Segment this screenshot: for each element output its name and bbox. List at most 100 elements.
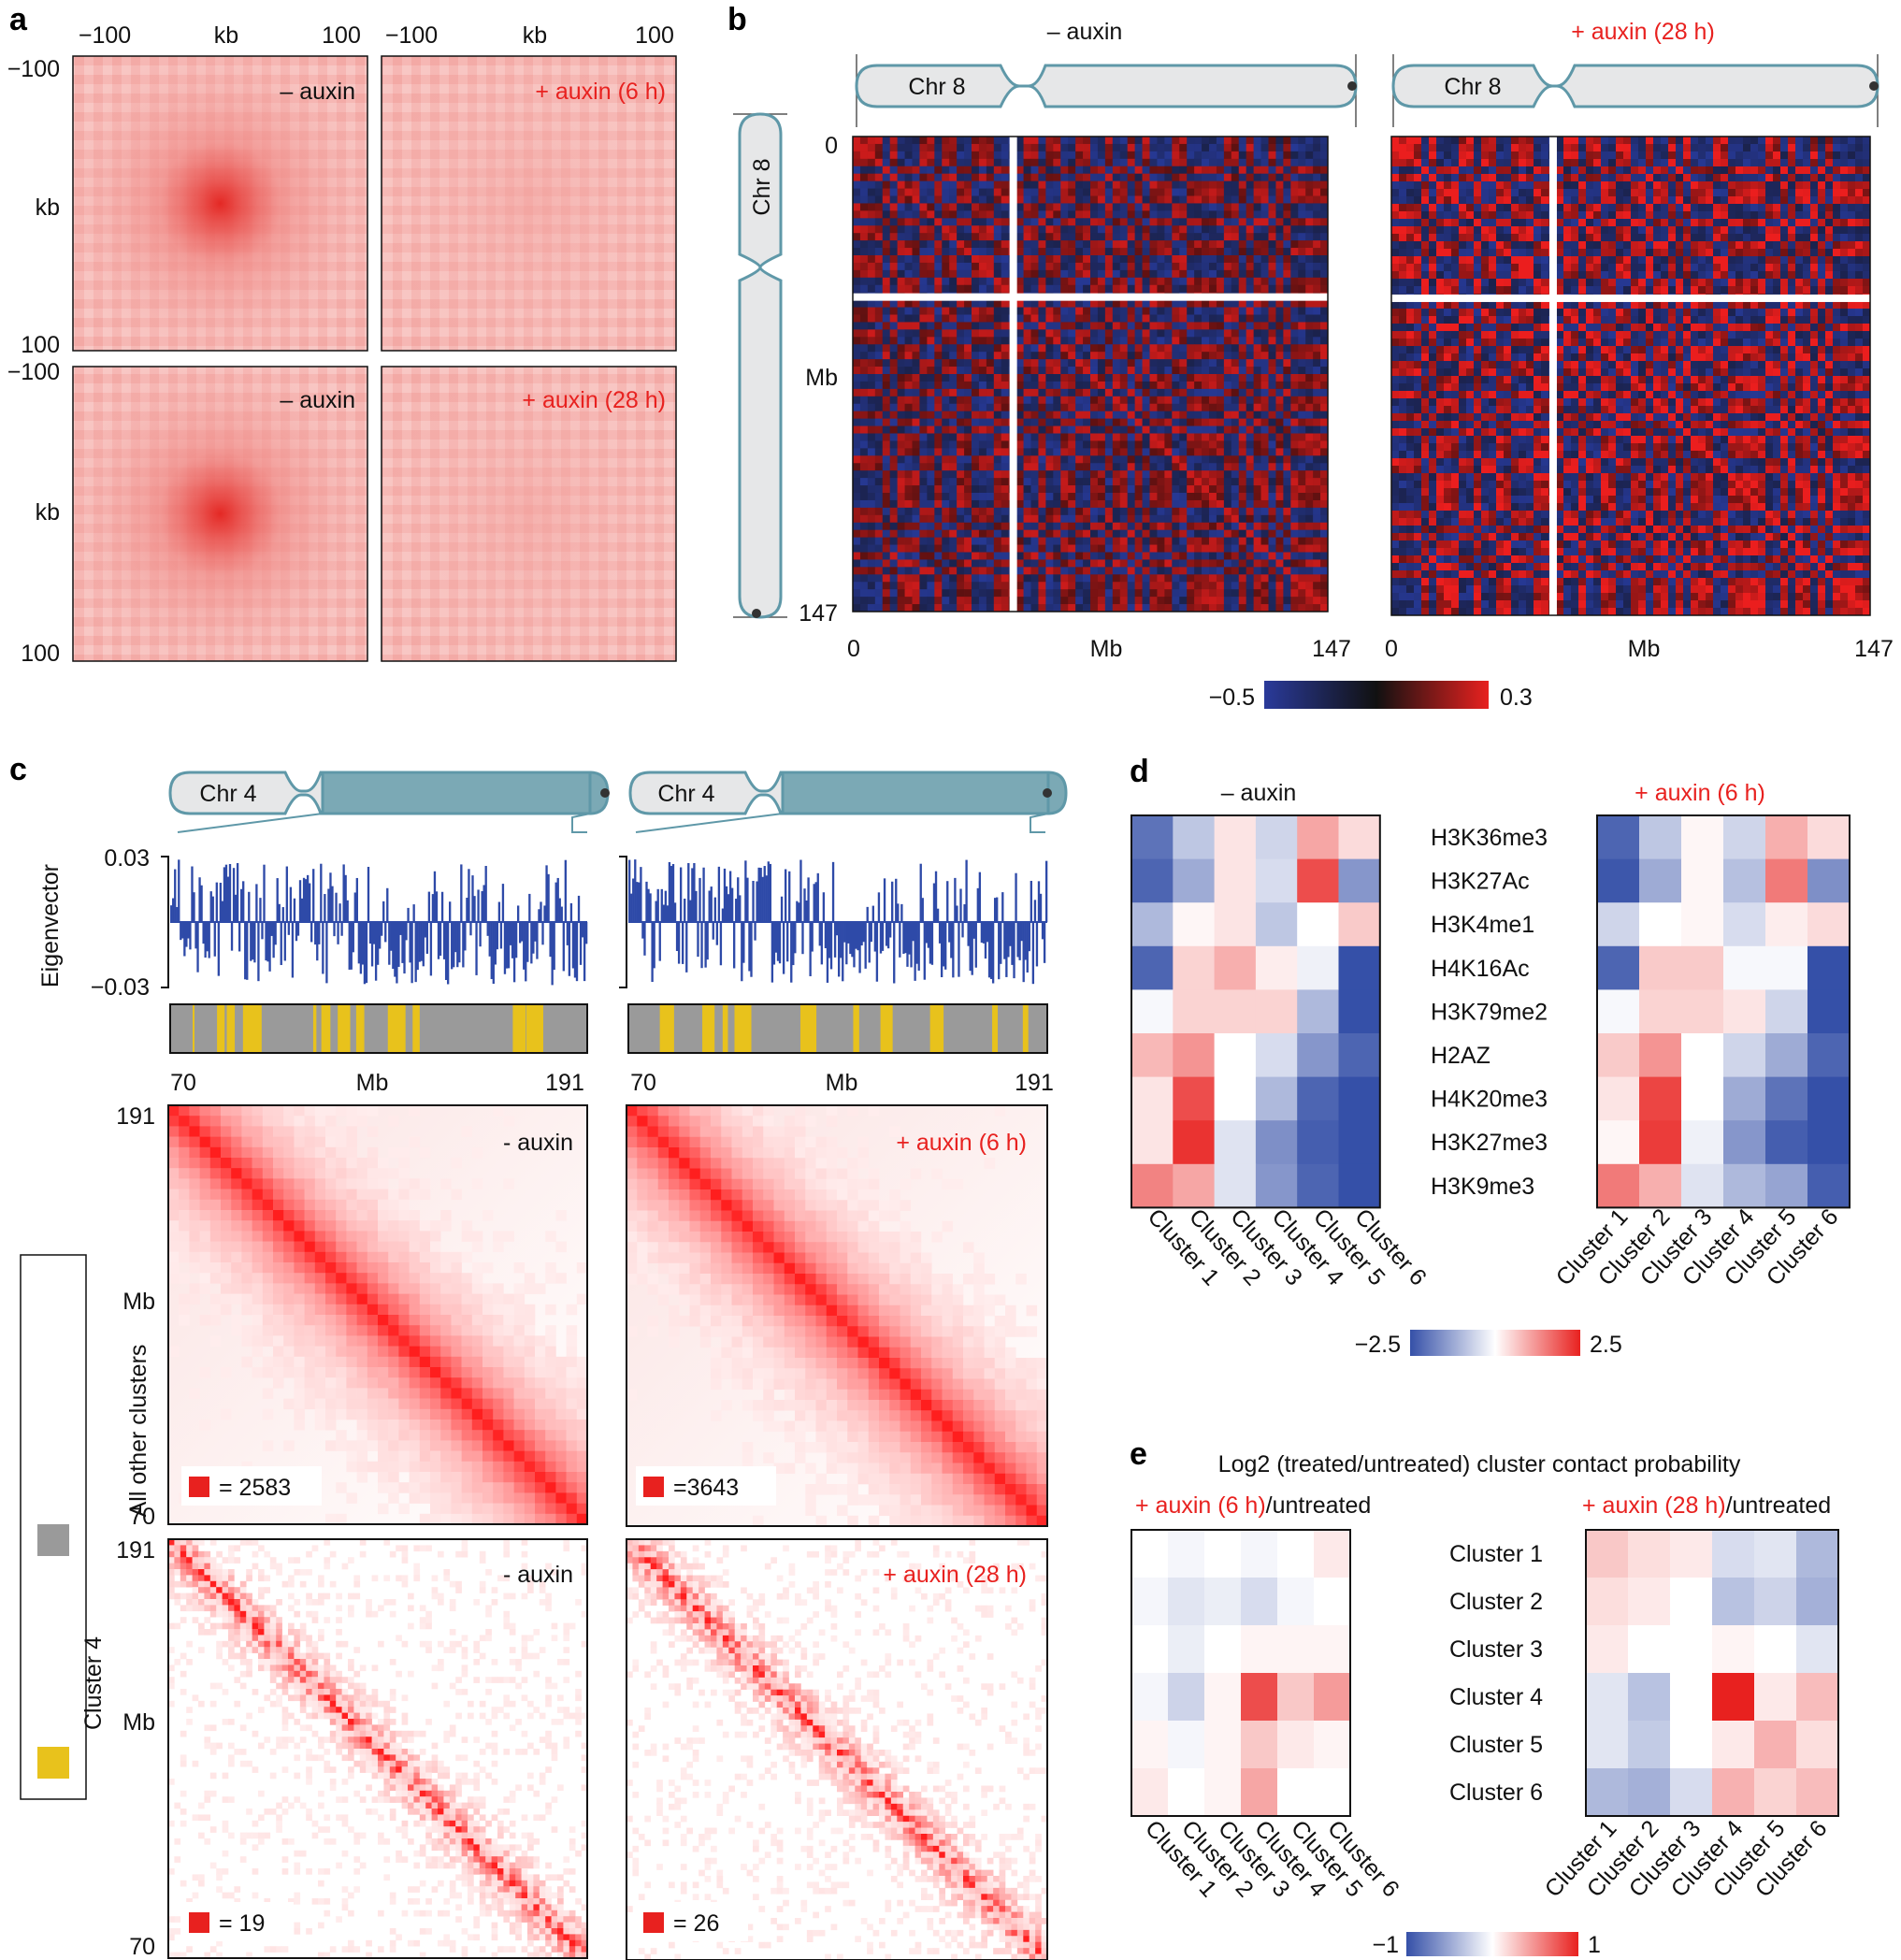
compartment-cell (1164, 240, 1173, 249)
compartment-cell (882, 269, 891, 279)
compartment-cell (1142, 507, 1150, 516)
compartment-cell (859, 151, 869, 160)
compartment-cell (1015, 166, 1024, 175)
compartment-cell (1164, 388, 1173, 397)
compartment-cell (1194, 470, 1203, 479)
compartment-cell (1119, 329, 1129, 338)
compartment-cell (1283, 522, 1291, 531)
compartment-cell (972, 367, 980, 375)
compartment-cell (867, 455, 876, 464)
compartment-cell (934, 240, 943, 249)
compartment-cell (972, 374, 980, 382)
compartment-cell (1083, 337, 1091, 345)
compartment-cell (1556, 234, 1564, 242)
compartment-cell (934, 299, 943, 308)
compartment-cell (1157, 322, 1165, 330)
compartment-cell (1283, 188, 1291, 196)
compartment-cell (1833, 174, 1841, 182)
compartment-cell (1511, 144, 1519, 152)
compartment-cell (1157, 381, 1165, 390)
compartment-cell (1075, 210, 1084, 219)
compartment-cell (1305, 188, 1314, 196)
compartment-cell (1015, 478, 1024, 486)
compartment-cell (934, 255, 943, 264)
compartment-cell (957, 485, 965, 494)
compartment-cell (1194, 597, 1203, 605)
compartment-cell (972, 337, 980, 345)
compartment-cell (867, 180, 876, 189)
compartment-cell (1023, 248, 1031, 256)
compartment-cell (1127, 329, 1136, 338)
compartment-cell (867, 552, 876, 560)
compartment-cell (1187, 322, 1195, 330)
compartment-cell (1053, 559, 1061, 568)
compartment-cell (978, 225, 987, 234)
compartment-cell (1406, 234, 1415, 242)
compartment-cell (1142, 255, 1150, 264)
compartment-cell (1172, 307, 1180, 315)
apa-map-2-condition: + auxin (6 h) (535, 79, 666, 105)
compartment-cell (889, 582, 899, 590)
compartment-cell (1083, 478, 1091, 486)
compartment-cell (949, 478, 958, 486)
compartment-cell (934, 433, 943, 441)
compartment-cell (1068, 262, 1076, 271)
compartment-cell (1646, 219, 1654, 227)
compartment-cell (1001, 537, 1010, 545)
compartment-cell (1127, 143, 1136, 152)
compartment-cell (1320, 418, 1329, 426)
compartment-cell (942, 388, 950, 397)
compartment-cell (1119, 225, 1129, 234)
compartment-cell (1142, 485, 1150, 494)
compartment-cell (1653, 211, 1662, 220)
compartment-cell (934, 411, 943, 420)
compartment-cell (1194, 440, 1203, 449)
compartment-cell (978, 344, 987, 353)
compartment-cell (957, 284, 965, 294)
compartment-cell (1149, 485, 1158, 494)
compartment-cell (1290, 440, 1299, 449)
compartment-cell (1209, 574, 1217, 583)
compartment-cell (1142, 359, 1150, 368)
compartment-cell (927, 151, 935, 160)
compartment-cell (1268, 463, 1276, 471)
compartment-cell (904, 218, 913, 226)
compartment-cell (912, 284, 920, 294)
compartment-cell (1149, 158, 1158, 167)
compartment-cell (1810, 211, 1819, 220)
compartment-cell (1216, 559, 1225, 568)
compartment-cell (1855, 166, 1864, 175)
compartment-cell (1090, 166, 1099, 175)
compartment-cell (1246, 411, 1255, 420)
compartment-cell (1504, 234, 1512, 242)
compartment-cell (942, 314, 950, 323)
compartment-cell (874, 544, 884, 553)
compartment-cell (1238, 367, 1247, 375)
compartment-cell (1187, 514, 1195, 524)
compartment-cell (1209, 589, 1217, 598)
compartment-cell (1090, 255, 1099, 264)
compartment-cell (1045, 604, 1054, 612)
compartment-cell (1231, 151, 1240, 160)
compartment-cell (1601, 181, 1609, 190)
compartment-cell (1653, 196, 1662, 205)
compartment-cell (942, 574, 950, 583)
compartment-cell (993, 344, 1002, 353)
compartment-cell (1127, 337, 1136, 345)
compartment-cell (1038, 166, 1046, 175)
compartment-cell (1015, 203, 1024, 211)
compartment-cell (972, 411, 980, 420)
compartment-cell (1060, 559, 1069, 568)
compartment-cell (867, 440, 876, 449)
compartment-cell (1223, 225, 1232, 234)
compartment-cell (867, 567, 876, 575)
compartment-cell (1127, 388, 1136, 397)
compartment-cell (1631, 159, 1639, 167)
compartment-cell (1305, 225, 1314, 234)
compartment-cell (1578, 166, 1587, 175)
compartment-cell (1053, 188, 1061, 196)
compartment-cell (904, 329, 913, 338)
compartment-cell (1202, 269, 1210, 279)
compartment-cell (1646, 137, 1654, 145)
compartment-cell (1260, 359, 1269, 368)
